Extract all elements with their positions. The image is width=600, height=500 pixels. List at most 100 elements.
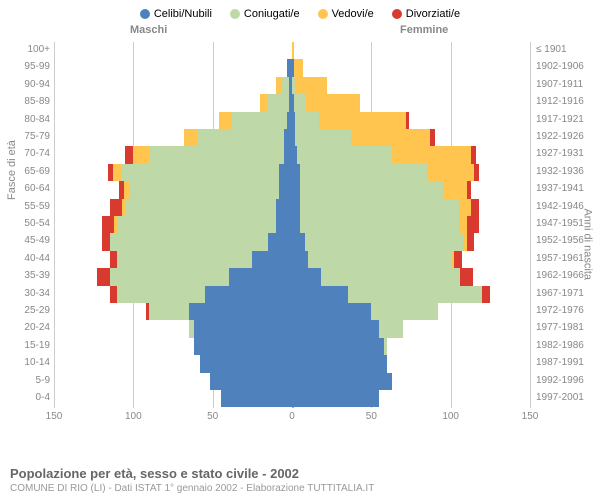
age-label: 55-59: [2, 201, 50, 212]
bar-segment-male-married: [189, 320, 194, 337]
age-label: 0-4: [2, 392, 50, 403]
chart-footer: Popolazione per età, sesso e stato civil…: [10, 466, 590, 494]
birth-year-label: 1912-1916: [536, 96, 600, 107]
bar-segment-male-single: [205, 286, 292, 303]
x-tick-label: 150: [39, 411, 69, 422]
bar-segment-female-widowed: [295, 77, 327, 94]
legend-label: Divorziati/e: [406, 8, 460, 20]
bar-segment-female-widowed: [392, 146, 471, 163]
bar-segment-female-widowed: [319, 112, 406, 129]
pyramid-row: [54, 77, 530, 94]
birth-year-label: 1952-1956: [536, 235, 600, 246]
pyramid-row: [54, 268, 530, 285]
x-tick-label: 50: [356, 411, 386, 422]
pyramid-row: [54, 181, 530, 198]
bar-segment-female-married: [308, 251, 451, 268]
age-label: 10-14: [2, 357, 50, 368]
pyramid-row: [54, 390, 530, 407]
bar-segment-male-married: [197, 129, 284, 146]
bar-segment-female-single: [292, 373, 392, 390]
birth-year-label: 1922-1926: [536, 131, 600, 142]
legend-label: Celibi/Nubili: [154, 8, 212, 20]
bar-segment-male-married: [281, 77, 289, 94]
legend-swatch: [318, 9, 328, 19]
bar-segment-female-divorced: [406, 112, 409, 129]
birth-year-label: 1937-1941: [536, 183, 600, 194]
birth-year-label: 1997-2001: [536, 392, 600, 403]
legend-label: Vedovi/e: [332, 8, 374, 20]
age-label: 30-34: [2, 288, 50, 299]
bar-segment-male-widowed: [219, 112, 232, 129]
pyramid-row: [54, 373, 530, 390]
bar-segment-male-widowed: [184, 129, 197, 146]
bar-segment-male-married: [149, 146, 284, 163]
bar-segment-male-single: [189, 303, 292, 320]
birth-year-label: ≤ 1901: [536, 44, 600, 55]
bar-segment-male-single: [268, 233, 292, 250]
age-label: 50-54: [2, 218, 50, 229]
x-tick-label: 50: [198, 411, 228, 422]
birth-year-label: 1987-1991: [536, 357, 600, 368]
bar-segment-male-married: [232, 112, 288, 129]
bar-segment-male-widowed: [122, 199, 125, 216]
bar-segment-female-divorced: [467, 216, 480, 233]
pyramid-row: [54, 94, 530, 111]
age-label: 20-24: [2, 322, 50, 333]
bar-segment-female-divorced: [467, 181, 472, 198]
bar-segment-male-widowed: [114, 216, 117, 233]
age-label: 100+: [2, 44, 50, 55]
pyramid-row: [54, 146, 530, 163]
bar-segment-male-married: [110, 233, 269, 250]
legend-item: Divorziati/e: [392, 8, 460, 20]
bar-segment-female-single: [292, 338, 384, 355]
bar-segment-male-widowed: [276, 77, 281, 94]
bar-segment-female-married: [294, 94, 305, 111]
bar-segment-male-married: [117, 216, 276, 233]
pyramid-row: [54, 251, 530, 268]
bar-segment-female-married: [300, 199, 459, 216]
bar-segment-female-married: [297, 146, 392, 163]
age-label: 15-19: [2, 340, 50, 351]
bar-segment-female-widowed: [292, 42, 294, 59]
bar-segment-female-married: [321, 268, 461, 285]
bar-segment-male-married: [149, 303, 189, 320]
bar-segment-male-divorced: [97, 268, 110, 285]
x-tick-label: 150: [515, 411, 545, 422]
bar-segment-male-single: [279, 181, 292, 198]
legend-item: Coniugati/e: [230, 8, 300, 20]
legend-item: Vedovi/e: [318, 8, 374, 20]
bar-segment-female-single: [292, 181, 300, 198]
bar-segment-female-single: [292, 216, 300, 233]
bar-segment-male-single: [276, 199, 292, 216]
legend-label: Coniugati/e: [244, 8, 300, 20]
x-tick-label: 100: [118, 411, 148, 422]
age-label: 5-9: [2, 375, 50, 386]
bar-segment-male-divorced: [102, 216, 115, 233]
bar-segment-male-married: [129, 181, 280, 198]
bar-segment-male-divorced: [146, 303, 149, 320]
bar-segment-male-divorced: [119, 181, 124, 198]
bar-segment-female-widowed: [459, 216, 467, 233]
bar-segment-female-married: [348, 286, 483, 303]
bar-segment-female-divorced: [471, 146, 476, 163]
bar-segment-male-divorced: [102, 233, 110, 250]
bar-segment-female-married: [379, 320, 403, 337]
pyramid-row: [54, 112, 530, 129]
bar-segment-female-single: [292, 268, 321, 285]
bar-segment-female-divorced: [430, 129, 435, 146]
bar-segment-female-single: [292, 286, 348, 303]
age-label: 70-74: [2, 148, 50, 159]
bar-segment-male-single: [210, 373, 293, 390]
age-label: 85-89: [2, 96, 50, 107]
bar-segment-male-married: [117, 251, 252, 268]
plot-area: 15010050050100150100+≤ 190195-991902-190…: [54, 42, 530, 432]
bar-segment-male-married: [117, 286, 204, 303]
pyramid-row: [54, 286, 530, 303]
age-label: 35-39: [2, 270, 50, 281]
bar-segment-male-single: [221, 390, 292, 407]
age-label: 45-49: [2, 235, 50, 246]
bar-segment-male-divorced: [110, 199, 123, 216]
birth-year-label: 1972-1976: [536, 305, 600, 316]
bar-segment-male-single: [200, 355, 292, 372]
pyramid-row: [54, 59, 530, 76]
